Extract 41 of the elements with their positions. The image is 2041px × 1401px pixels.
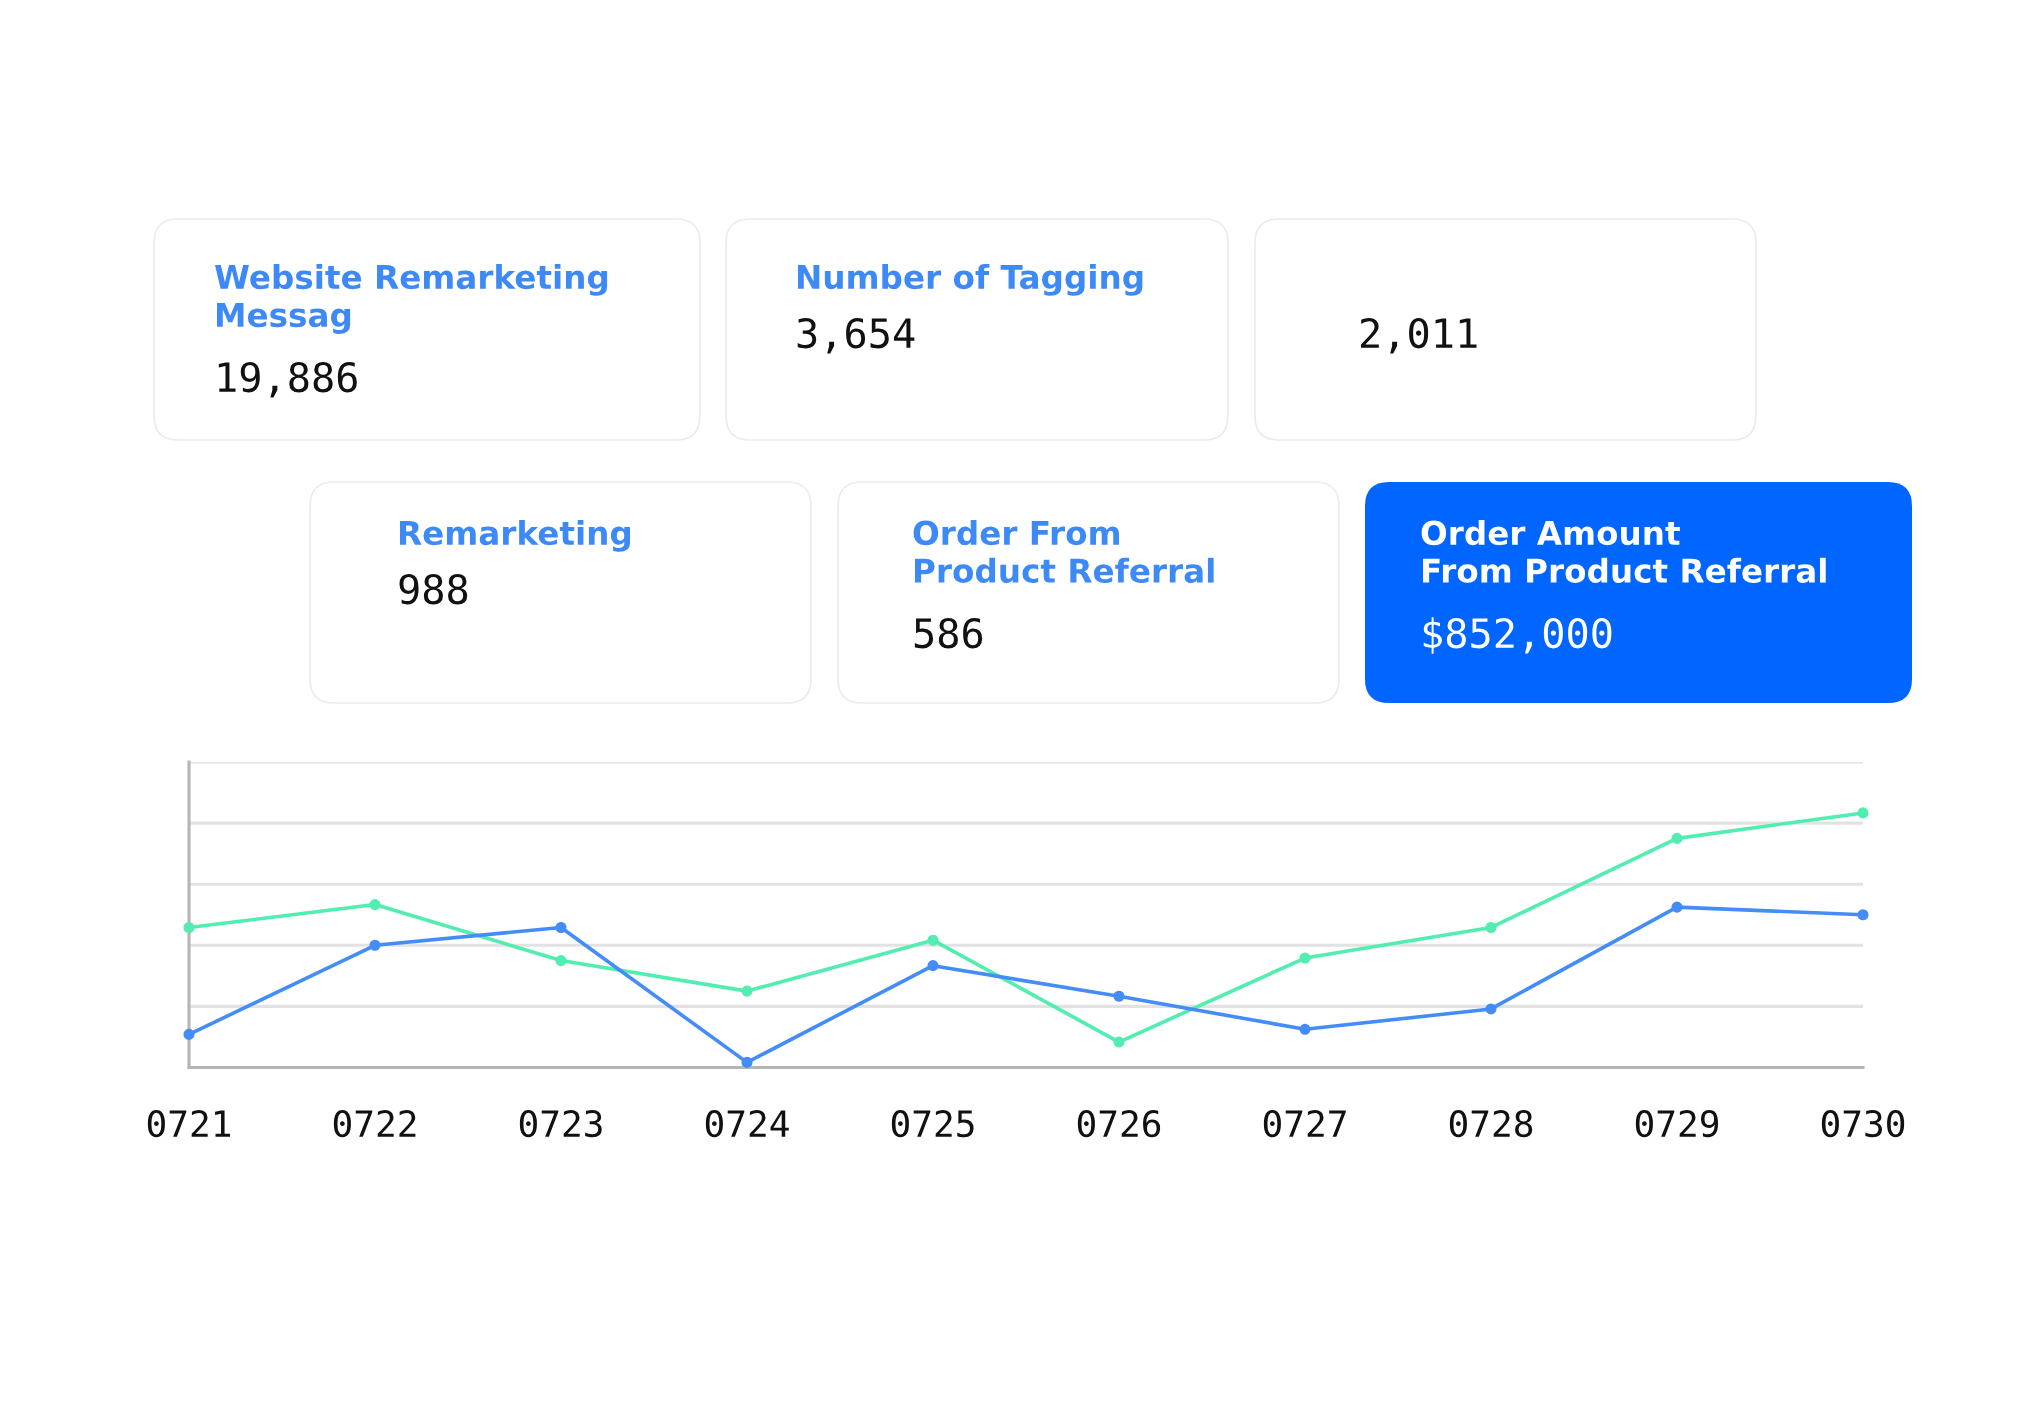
x-tick-label: 0729 <box>1635 1110 1719 1138</box>
text: 3,654 <box>797 317 915 354</box>
point <box>555 955 567 967</box>
point <box>1857 807 1869 819</box>
point <box>1485 921 1497 934</box>
point <box>1485 1003 1497 1015</box>
point <box>741 1056 753 1068</box>
x-tick-label: 0725 <box>891 1110 974 1138</box>
x-tick-label: 0726 <box>1077 1110 1161 1138</box>
point <box>1671 901 1683 913</box>
point <box>555 921 567 934</box>
point <box>1299 952 1311 964</box>
text: Website Remarketing Messag <box>214 264 608 334</box>
text: $852,000 <box>1423 617 1612 654</box>
text: 2,011 <box>1360 317 1477 354</box>
x-tick-label: 0728 <box>1449 1110 1533 1138</box>
point <box>1113 990 1125 1002</box>
x-tick-label: 0722 <box>333 1110 416 1138</box>
point <box>1299 1023 1311 1035</box>
x-tick-label: 0721 <box>147 1110 231 1138</box>
point <box>369 939 381 951</box>
text: 988 <box>399 573 468 605</box>
text: 19,886 <box>218 361 357 398</box>
point <box>183 921 195 934</box>
point <box>927 960 939 972</box>
x-tick-label: 0730 <box>1821 1110 1905 1138</box>
point <box>741 985 753 997</box>
point <box>369 899 381 911</box>
point <box>183 1028 195 1040</box>
point <box>927 934 939 946</box>
x-tick-label: 0727 <box>1263 1110 1346 1138</box>
text: Order From Product Referral <box>913 520 1214 584</box>
x-tick-label: 0723 <box>519 1110 602 1138</box>
point <box>1113 1036 1125 1048</box>
text: 586 <box>914 617 983 649</box>
text: Number of Tagging <box>798 264 1143 296</box>
text: Order Amount From Product Referral <box>1421 520 1826 584</box>
x-tick-label: 0724 <box>705 1110 789 1138</box>
point <box>1857 909 1869 921</box>
point <box>1671 832 1683 844</box>
text: Remarketing <box>400 520 631 552</box>
